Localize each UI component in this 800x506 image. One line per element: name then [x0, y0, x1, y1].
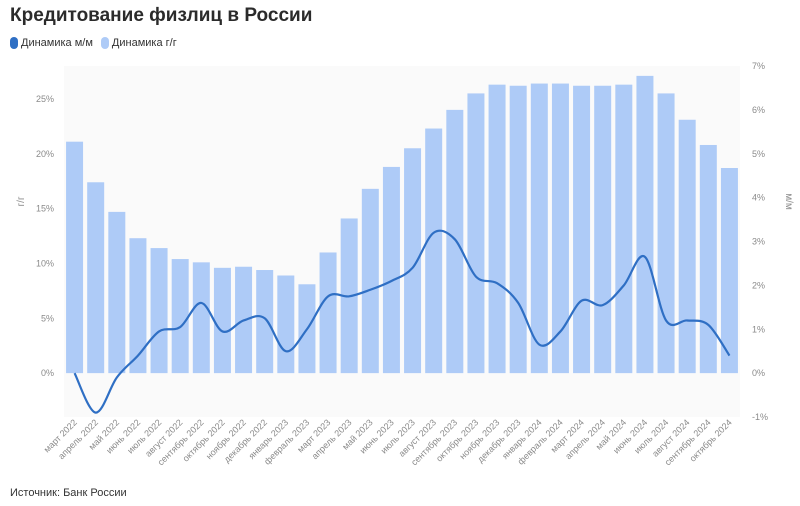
bar-yy	[150, 248, 168, 374]
bar-yy	[192, 262, 210, 374]
y-right-tick-label: 7%	[752, 61, 765, 71]
bar-yy	[446, 109, 464, 374]
bar-yy	[361, 188, 379, 374]
bar-yy	[699, 144, 717, 374]
bar-yy	[404, 148, 422, 374]
bar-yy	[171, 259, 189, 374]
legend-swatch-yy	[100, 37, 109, 49]
source-note: Источник: Банк России	[10, 487, 127, 499]
y-right-tick-label: 0%	[752, 368, 765, 378]
legend-label-yy: Динамика г/г	[111, 37, 177, 49]
bar-yy	[382, 166, 400, 374]
bar-yy	[467, 93, 485, 374]
y-right-tick-label: 3%	[752, 237, 765, 247]
bar-yy	[657, 93, 675, 374]
bar-yy	[256, 270, 274, 374]
bar-yy	[425, 128, 443, 374]
y-right-tick-label: -1%	[752, 412, 768, 422]
legend-swatch-mm	[10, 37, 18, 49]
bar-yy	[720, 168, 738, 374]
line-mm	[73, 229, 731, 414]
y-right-tick-label: 6%	[752, 105, 765, 115]
y-left-tick-label: 0%	[41, 368, 54, 378]
legend-label-mm: Динамика м/м	[21, 37, 93, 49]
bar-yy	[108, 211, 126, 374]
legend-item-yy[interactable]: Динамика г/г	[100, 37, 177, 49]
bar-yy	[509, 85, 527, 374]
y-left-tick-label: 25%	[36, 94, 54, 104]
bar-yy	[615, 84, 633, 374]
y-left-tick-label: 5%	[41, 313, 54, 323]
y-right-tick-label: 1%	[752, 324, 765, 334]
bar-yy	[678, 119, 696, 374]
bar-yy	[551, 83, 569, 374]
legend: Динамика м/м Динамика г/г	[10, 37, 177, 49]
y-right-tick-label: 4%	[752, 193, 765, 203]
chart-title: Кредитование физлиц в России	[10, 5, 313, 26]
bar-yy	[319, 252, 337, 374]
legend-item-mm[interactable]: Динамика м/м	[10, 37, 93, 49]
bar-yy	[129, 238, 147, 374]
y-left-tick-label: 20%	[36, 149, 54, 159]
y-left-tick-label: 10%	[36, 258, 54, 268]
bar-yy	[213, 267, 231, 374]
bar-yy	[594, 85, 612, 374]
y-left-axis-title: г/г	[16, 196, 27, 206]
bar-yy	[573, 85, 591, 374]
bar-yy	[488, 84, 506, 374]
y-left-tick-label: 15%	[36, 204, 54, 214]
bar-yy	[277, 275, 295, 374]
bar-yy	[636, 75, 654, 374]
y-right-axis-title: м/м	[783, 193, 794, 210]
bar-yy	[66, 141, 84, 374]
bar-yy	[87, 182, 105, 374]
y-right-tick-label: 2%	[752, 280, 765, 290]
bar-yy	[530, 83, 548, 374]
y-right-tick-label: 5%	[752, 149, 765, 159]
